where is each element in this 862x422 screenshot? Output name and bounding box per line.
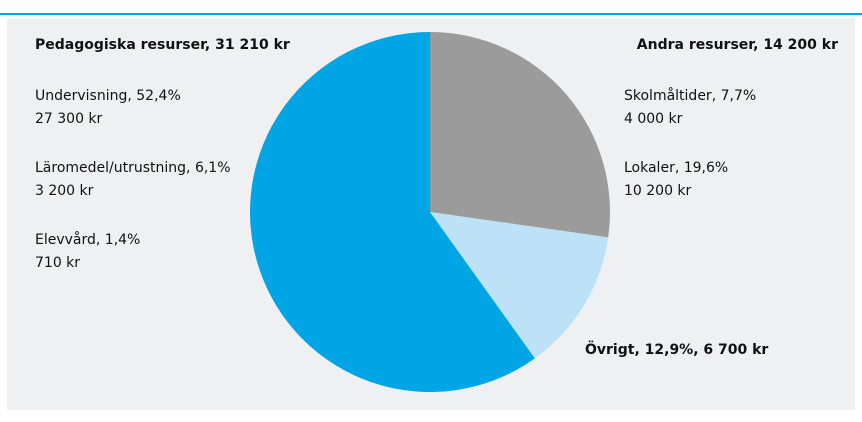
detail-line: Skolmåltider, 7,7% — [624, 87, 756, 104]
detail-line: Lokaler, 19,6% — [624, 160, 728, 176]
detail-line: 4 000 kr — [624, 111, 683, 127]
detail-line: 3 200 kr — [35, 183, 94, 199]
pie-slice — [430, 212, 609, 359]
slice-label: Övrigt, 12,9%, 6 700 kr — [585, 340, 768, 358]
pie-slice — [430, 32, 610, 238]
detail-line: Undervisning, 52,4% — [35, 88, 181, 104]
detail-line: 27 300 kr — [35, 111, 103, 127]
detail-line: 10 200 kr — [624, 183, 692, 199]
pie — [250, 32, 610, 392]
detail-line: 710 kr — [35, 255, 80, 271]
pie-slice — [250, 32, 535, 392]
detail-line: Elevvård, 1,4% — [35, 231, 140, 248]
top-rule — [0, 13, 862, 15]
slice-label: Pedagogiska resurser, 31 210 kr — [35, 37, 290, 53]
detail-line: Läromedel/utrustning, 6,1% — [35, 160, 231, 176]
slice-label: Andra resurser, 14 200 kr — [637, 37, 838, 53]
